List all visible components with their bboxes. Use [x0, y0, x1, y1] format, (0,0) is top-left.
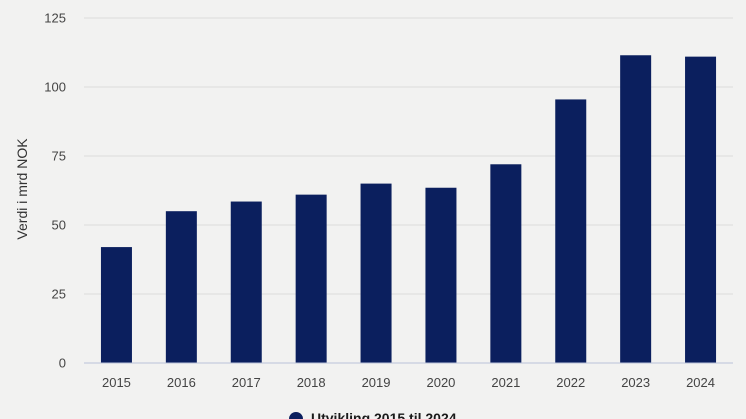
x-tick-label: 2016	[167, 375, 196, 390]
legend-marker	[289, 412, 303, 419]
y-tick-label: 125	[44, 11, 66, 26]
y-tick-label: 100	[44, 80, 66, 95]
x-tick-label: 2021	[491, 375, 520, 390]
bar-2022[interactable]	[555, 99, 587, 364]
x-tick-label: 2019	[362, 375, 391, 390]
bar-2021[interactable]	[490, 164, 522, 363]
y-tick-label: 50	[52, 218, 66, 233]
y-axis-ticks: 0 25 50 75 100 125	[44, 11, 66, 371]
legend[interactable]: Utvikling 2015 til 2024	[289, 410, 457, 419]
x-tick-label: 2015	[102, 375, 131, 390]
bars	[100, 55, 717, 364]
y-tick-label: 75	[52, 149, 66, 164]
bar-2017[interactable]	[230, 201, 262, 363]
bar-2018[interactable]	[295, 194, 327, 363]
x-tick-label: 2017	[232, 375, 261, 390]
y-tick-label: 25	[52, 287, 66, 302]
bar-2019[interactable]	[360, 183, 392, 363]
y-tick-label: 0	[59, 356, 66, 371]
legend-label: Utvikling 2015 til 2024	[311, 410, 457, 419]
bar-2024[interactable]	[685, 56, 717, 363]
x-tick-label: 2024	[686, 375, 715, 390]
x-tick-label: 2022	[556, 375, 585, 390]
bar-2023[interactable]	[620, 55, 652, 363]
x-tick-label: 2023	[621, 375, 650, 390]
bar-2015[interactable]	[100, 247, 132, 363]
x-tick-label: 2018	[297, 375, 326, 390]
bar-2020[interactable]	[425, 187, 457, 363]
x-axis-ticks: 2015 2016 2017 2018 2019 2020 2021 2022 2023 2024	[102, 375, 715, 390]
bar-2016[interactable]	[165, 211, 197, 363]
x-tick-label: 2020	[426, 375, 455, 390]
y-axis-title: Verdi i mrd NOK	[14, 138, 30, 240]
